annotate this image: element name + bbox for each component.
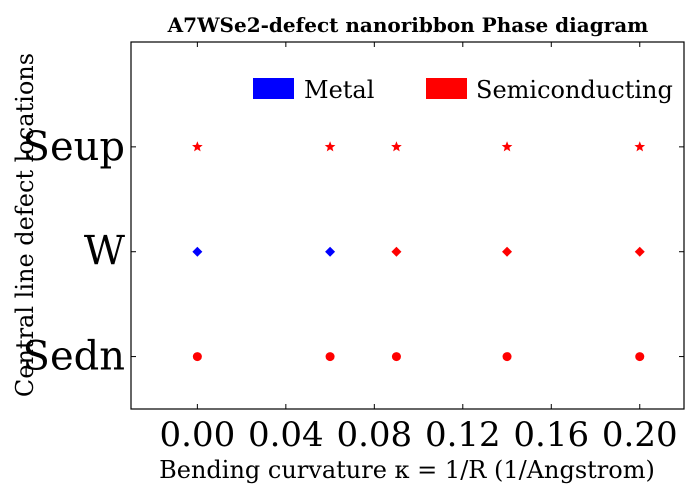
y-tick-label: W (84, 229, 125, 275)
data-point-seup (192, 141, 203, 152)
data-point-seup (501, 141, 513, 152)
data-point-w (502, 246, 513, 257)
legend-label: Metal (304, 76, 374, 104)
data-point-sedn (502, 352, 512, 362)
y-axis-label: Central line defect locations (11, 53, 39, 397)
legend-swatch (426, 78, 467, 99)
data-point-w (192, 246, 203, 257)
x-tick-label: 0.12 (425, 415, 501, 455)
data-point-w (391, 246, 402, 257)
x-axis: 0.00 0.04 0.08 0.12 0.16 0.20 (160, 42, 678, 455)
x-tick-label: 0.04 (248, 415, 324, 455)
x-tick-label: 0.00 (160, 415, 236, 455)
x-tick-label: 0.20 (602, 415, 678, 455)
y-tick-label: Sedn (23, 334, 125, 380)
data-point-sedn (635, 352, 645, 362)
data-point-w (634, 246, 645, 257)
data-point-seup (391, 141, 402, 152)
x-tick-label: 0.16 (513, 415, 589, 455)
x-tick-label: 0.08 (336, 415, 412, 455)
data-point-w (325, 246, 336, 257)
data-point-seup (324, 141, 336, 152)
x-axis-label: Bending curvature κ = 1/R (1/Angstrom) (159, 456, 655, 484)
legend-swatch (253, 78, 294, 99)
plot-area (130, 41, 685, 410)
chart-title: A7WSe2-defect nanoribbon Phase diagram (167, 13, 649, 37)
data-point-sedn (325, 352, 335, 362)
y-axis: Sedn W Seup (23, 124, 684, 380)
data-point-seup (634, 141, 646, 152)
data-points (192, 141, 646, 362)
data-point-sedn (391, 352, 401, 362)
legend: Metal Semiconducting (253, 76, 673, 104)
data-point-sedn (192, 352, 202, 362)
legend-label: Semiconducting (476, 76, 673, 104)
y-tick-label: Seup (23, 124, 125, 170)
